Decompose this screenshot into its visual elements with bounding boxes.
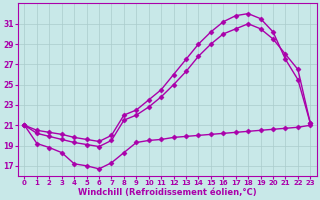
X-axis label: Windchill (Refroidissement éolien,°C): Windchill (Refroidissement éolien,°C) [78, 188, 257, 197]
